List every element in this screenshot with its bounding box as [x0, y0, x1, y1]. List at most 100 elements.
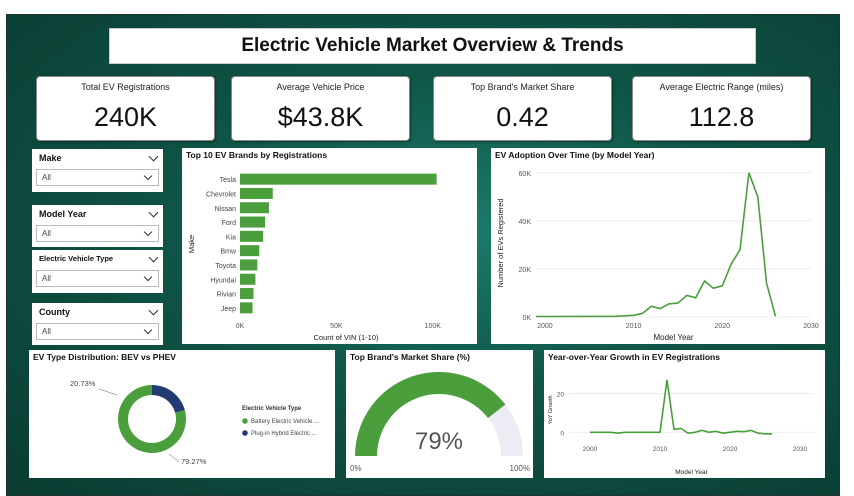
- chevron-down-icon[interactable]: [143, 227, 153, 237]
- chevron-down-icon[interactable]: [143, 325, 153, 335]
- kpi-label: Total EV Registrations: [81, 82, 170, 92]
- chart-title: Top 10 EV Brands by Registrations: [186, 150, 328, 160]
- bev-slice: [117, 385, 186, 453]
- bar: [240, 302, 253, 314]
- chevron-down-icon[interactable]: [143, 171, 153, 181]
- x-tick-label: 2010: [626, 323, 642, 330]
- legend-title: Electric Vehicle Type: [242, 406, 302, 412]
- x-tick-label: 2000: [583, 446, 598, 453]
- slicer-label: County: [39, 307, 70, 317]
- top-brands-bar-chart: Tesla Chevrolet Nissan Ford Kia Bmw Toyota Hyun…: [187, 173, 442, 342]
- slicer-make[interactable]: Make All: [32, 149, 163, 192]
- gauge-fill: [355, 372, 506, 456]
- gauge-value-label: 79%: [415, 428, 463, 455]
- chart-title: EV Type Distribution: BEV vs PHEV: [33, 352, 176, 362]
- bar: [240, 288, 254, 300]
- slicer-dropdown[interactable]: All: [36, 323, 159, 340]
- x-axis-label: Model Year: [653, 333, 693, 342]
- adoption-chart-panel: EV Adoption Over Time (by Model Year) 0K…: [491, 148, 825, 344]
- title-text: Electric Vehicle Market Overview & Trend…: [241, 35, 624, 56]
- legend-marker: [242, 418, 248, 424]
- category-label: Kia: [226, 234, 236, 241]
- kpi-value: 112.8: [688, 102, 755, 132]
- gauge-max-label: 100%: [510, 464, 530, 473]
- y-axis-label: YoY Growth: [548, 395, 554, 424]
- x-tick-label: 2030: [793, 446, 808, 453]
- y-axis-label: Make: [187, 235, 196, 253]
- category-label: Chevrolet: [206, 191, 236, 198]
- kpi-label: Average Electric Range (miles): [659, 82, 784, 92]
- kpi-value: 0.42: [496, 102, 549, 132]
- slicer-dropdown[interactable]: All: [36, 169, 159, 186]
- slicer-county[interactable]: County All: [32, 303, 163, 345]
- category-label: Jeep: [221, 306, 236, 313]
- chart-title: Year-over-Year Growth in EV Registration…: [548, 352, 720, 362]
- kpi-card-average-price: Average Vehicle Price $43.8K: [231, 76, 410, 141]
- yoy-growth-chart-panel: Year-over-Year Growth in EV Registration…: [544, 350, 825, 478]
- slicer-label: Electric Vehicle Type: [39, 254, 114, 263]
- x-axis-label: Model Year: [675, 469, 708, 476]
- series-line: [590, 379, 772, 435]
- bar: [240, 187, 273, 199]
- bar: [240, 173, 437, 185]
- x-tick-label: 2030: [803, 323, 819, 330]
- legend-entry: Plug-in Hybrid Electric ...: [251, 431, 317, 437]
- phev-slice: [152, 385, 185, 413]
- x-tick-label: 100K: [425, 323, 442, 330]
- bar: [240, 259, 258, 271]
- legend-entry: Battery Electric Vehicle ...: [251, 419, 319, 425]
- slicer-value: All: [42, 173, 51, 182]
- slicer-value: All: [42, 327, 51, 336]
- top-brands-chart-panel: Top 10 EV Brands by Registrations Tesla C…: [182, 148, 477, 344]
- category-label: Bmw: [220, 249, 237, 256]
- dashboard-title: Electric Vehicle Market Overview & Trend…: [109, 28, 756, 64]
- bar: [240, 245, 260, 257]
- ev-type-chart-panel: EV Type Distribution: BEV vs PHEV 20.73%…: [29, 350, 335, 478]
- chart-title: Top Brand's Market Share (%): [350, 352, 470, 362]
- y-tick-label: 40K: [519, 219, 532, 226]
- slicer-value: All: [42, 274, 51, 283]
- y-tick-label: 0: [560, 430, 564, 437]
- chart-title: EV Adoption Over Time (by Model Year): [495, 150, 655, 160]
- x-axis-label: Count of VIN (1-10): [313, 333, 379, 342]
- slicer-label: Make: [39, 153, 62, 163]
- kpi-card-top-brand-share: Top Brand's Market Share 0.42: [433, 76, 612, 141]
- yoy-growth-line-chart: 0 20 2000 2010 2020 2030 Model Year YoY Growth: [548, 379, 814, 476]
- kpi-label: Average Vehicle Price: [276, 82, 365, 92]
- x-tick-label: 50K: [330, 323, 343, 330]
- category-label: Nissan: [215, 206, 237, 213]
- slicer-dropdown[interactable]: All: [36, 225, 159, 242]
- slicer-dropdown[interactable]: All: [36, 270, 159, 287]
- category-label: Ford: [222, 220, 237, 227]
- kpi-value: 240K: [93, 102, 158, 132]
- category-label: Hyundai: [210, 277, 236, 284]
- slicer-ev-type[interactable]: Electric Vehicle Type All: [32, 250, 163, 293]
- slicer-model-year[interactable]: Model Year All: [32, 205, 163, 247]
- legend-marker: [242, 430, 248, 436]
- kpi-value: $43.8K: [277, 102, 364, 132]
- y-tick-label: 60K: [519, 171, 532, 178]
- bar: [240, 273, 256, 285]
- y-axis-label: Number of EVs Registered: [496, 198, 505, 287]
- y-tick-label: 20: [557, 392, 565, 399]
- y-tick-label: 20K: [519, 267, 532, 274]
- y-tick-label: 0K: [522, 315, 531, 322]
- chevron-down-icon[interactable]: [143, 272, 153, 282]
- bev-data-label: 79.27%: [181, 457, 207, 466]
- adoption-line-chart: 0K 20K 40K 60K 2000 2010 2020 2030 Model Year Num…: [496, 171, 819, 342]
- phev-data-label: 20.73%: [70, 379, 96, 388]
- gauge-min-label: 0%: [350, 464, 362, 473]
- kpi-label: Top Brand's Market Share: [470, 82, 575, 92]
- bar: [240, 216, 266, 228]
- category-label: Tesla: [220, 177, 236, 184]
- bar: [240, 230, 264, 242]
- category-label: Toyota: [215, 263, 236, 270]
- kpi-card-total-registrations: Total EV Registrations 240K: [36, 76, 215, 141]
- leader-line: [168, 453, 180, 463]
- x-tick-label: 2020: [723, 446, 738, 453]
- slicer-label: Model Year: [39, 209, 87, 219]
- slicer-value: All: [42, 229, 51, 238]
- ev-type-donut-chart: 20.73% 79.27% Electric Vehicle Type Battery…: [70, 379, 319, 466]
- series-line: [536, 172, 777, 318]
- kpi-card-average-range: Average Electric Range (miles) 112.8: [632, 76, 811, 141]
